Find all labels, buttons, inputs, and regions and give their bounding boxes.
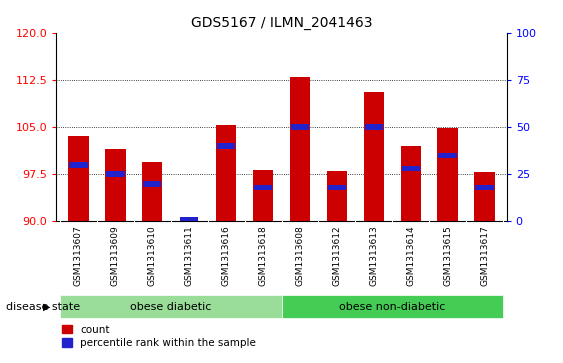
Bar bbox=[60, 295, 282, 318]
Legend: count, percentile rank within the sample: count, percentile rank within the sample bbox=[61, 325, 256, 348]
Text: obese non-diabetic: obese non-diabetic bbox=[339, 302, 445, 312]
Text: GSM1313610: GSM1313610 bbox=[148, 225, 157, 286]
Bar bbox=[105, 149, 126, 221]
Bar bbox=[439, 152, 457, 158]
Bar bbox=[437, 128, 458, 221]
Title: GDS5167 / ILMN_2041463: GDS5167 / ILMN_2041463 bbox=[191, 16, 372, 30]
Bar bbox=[180, 217, 198, 223]
Bar bbox=[253, 170, 273, 221]
Bar bbox=[254, 185, 272, 190]
Bar bbox=[291, 124, 309, 130]
Text: obese diabetic: obese diabetic bbox=[130, 302, 212, 312]
Text: disease state: disease state bbox=[6, 302, 80, 312]
Text: GSM1313616: GSM1313616 bbox=[222, 225, 231, 286]
Text: GSM1313609: GSM1313609 bbox=[111, 225, 120, 286]
Bar bbox=[68, 136, 88, 221]
Bar bbox=[400, 146, 421, 221]
Text: GSM1313618: GSM1313618 bbox=[258, 225, 267, 286]
Bar bbox=[401, 166, 420, 171]
Bar bbox=[282, 295, 503, 318]
Text: GSM1313615: GSM1313615 bbox=[443, 225, 452, 286]
Bar bbox=[328, 185, 346, 190]
Bar bbox=[106, 171, 124, 177]
Text: GSM1313614: GSM1313614 bbox=[406, 225, 415, 286]
Text: GSM1313611: GSM1313611 bbox=[185, 225, 194, 286]
Bar bbox=[217, 143, 235, 149]
Text: GSM1313613: GSM1313613 bbox=[369, 225, 378, 286]
Text: GSM1313617: GSM1313617 bbox=[480, 225, 489, 286]
Bar bbox=[290, 77, 310, 221]
Bar bbox=[364, 93, 384, 221]
Text: GSM1313612: GSM1313612 bbox=[332, 225, 341, 286]
Bar bbox=[142, 162, 163, 221]
Text: GSM1313607: GSM1313607 bbox=[74, 225, 83, 286]
Text: GSM1313608: GSM1313608 bbox=[296, 225, 305, 286]
Text: ▶: ▶ bbox=[43, 302, 51, 312]
Bar bbox=[69, 162, 88, 168]
Bar bbox=[216, 125, 236, 221]
Bar bbox=[327, 171, 347, 221]
Bar bbox=[365, 124, 383, 130]
Bar bbox=[475, 172, 495, 221]
Bar bbox=[143, 181, 162, 187]
Bar bbox=[475, 185, 494, 190]
